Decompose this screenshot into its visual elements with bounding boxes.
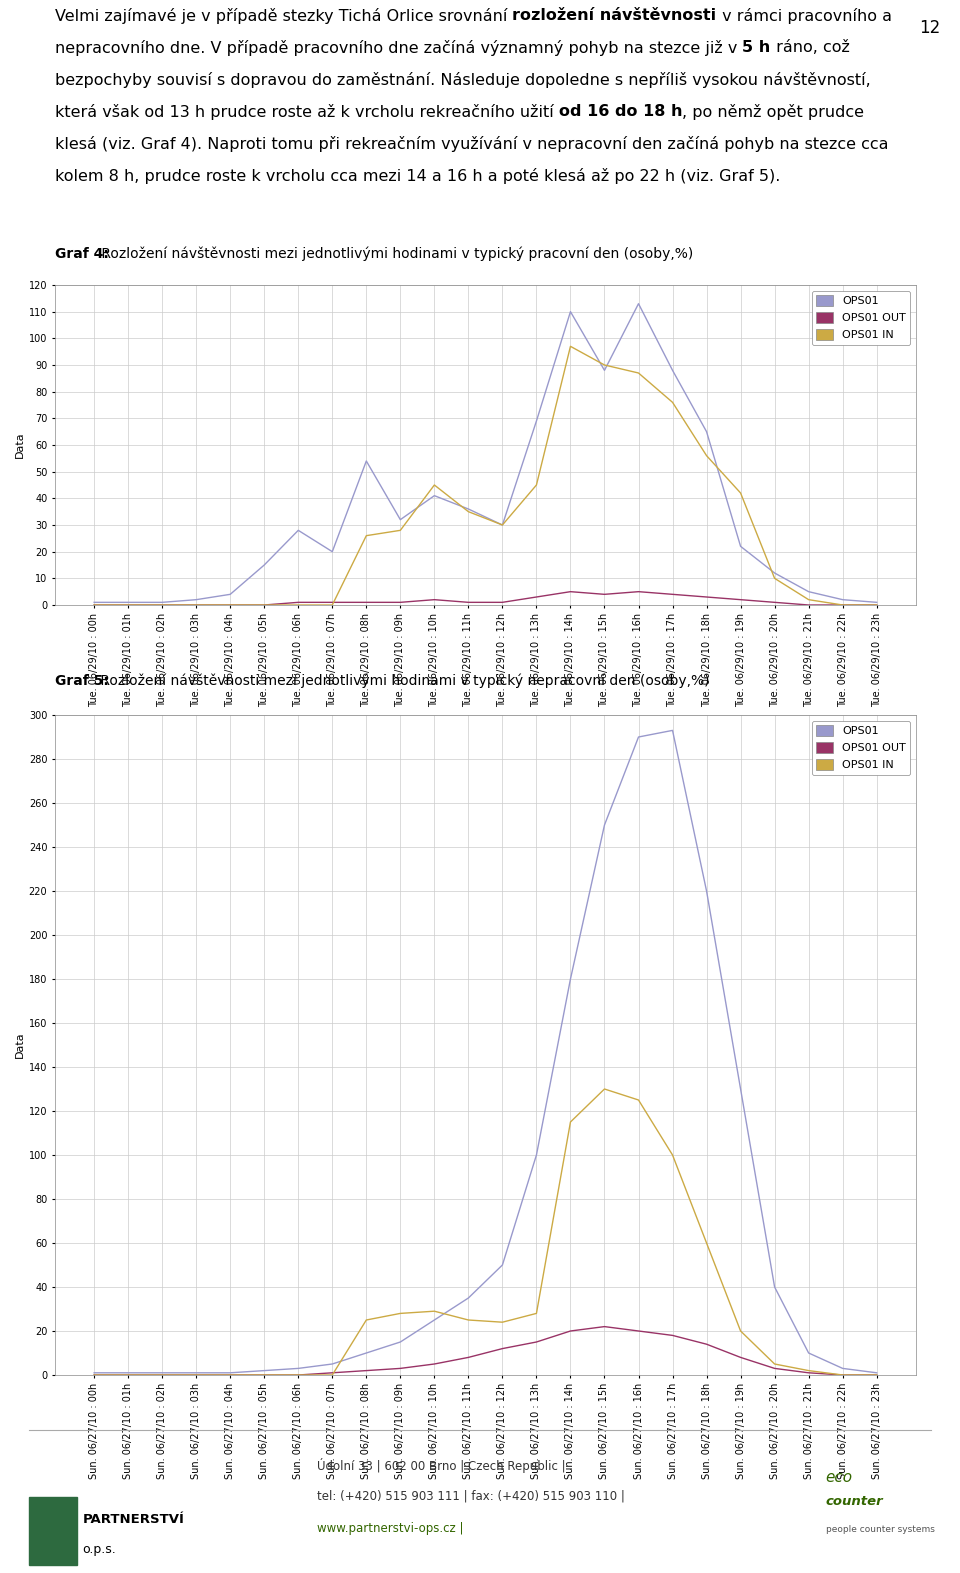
Text: counter: counter (826, 1494, 883, 1509)
Text: která však od 13 h prudce roste až k vrcholu rekreačního užití: která však od 13 h prudce roste až k vrc… (55, 104, 559, 120)
Text: eco: eco (826, 1471, 852, 1485)
Text: nepracovního dne. V případě pracovního dne začíná významný pohyb na stezce již v: nepracovního dne. V případě pracovního d… (55, 39, 742, 57)
Text: , po němž opět prudce: , po němž opět prudce (683, 104, 864, 120)
Text: o.p.s.: o.p.s. (83, 1543, 116, 1556)
Text: bezpochyby souvisí s dopravou do zaměstnání. Následuje dopoledne s nepříliš vyso: bezpochyby souvisí s dopravou do zaměstn… (55, 72, 871, 88)
Text: od 16 do 18 h: od 16 do 18 h (559, 104, 683, 120)
Text: Údolní 33 | 602 00 Brno | Czech Republic |: Údolní 33 | 602 00 Brno | Czech Republic… (317, 1458, 565, 1472)
Text: kolem 8 h, prudce roste k vrcholu cca mezi 14 a 16 h a poté klesá až po 22 h (vi: kolem 8 h, prudce roste k vrcholu cca me… (55, 168, 780, 184)
Text: 12: 12 (920, 19, 941, 36)
Text: Rozložení návštěvnosti mezi jednotlivými hodinami v typický pracovní den (osoby,: Rozložení návštěvnosti mezi jednotlivými… (97, 247, 693, 261)
Text: Graf 5:: Graf 5: (55, 673, 108, 687)
Text: 5 h: 5 h (742, 41, 771, 55)
Text: people counter systems: people counter systems (826, 1524, 934, 1534)
Text: www.partnerstvi-ops.cz |: www.partnerstvi-ops.cz | (317, 1523, 464, 1535)
FancyBboxPatch shape (29, 1497, 77, 1565)
Text: rozložení návštěvnosti: rozložení návštěvnosti (513, 8, 716, 24)
Y-axis label: Data: Data (14, 431, 25, 458)
Text: Graf 4:: Graf 4: (55, 247, 108, 261)
Text: tel: (+420) 515 903 111 | fax: (+420) 515 903 110 |: tel: (+420) 515 903 111 | fax: (+420) 51… (317, 1490, 625, 1502)
Legend: OPS01, OPS01 OUT, OPS01 IN: OPS01, OPS01 OUT, OPS01 IN (812, 291, 910, 344)
Text: v rámci pracovního a: v rámci pracovního a (716, 8, 892, 24)
Text: Velmi zajímavé je v případě stezky Tichá Orlice srovnání: Velmi zajímavé je v případě stezky Tichá… (55, 8, 513, 24)
Text: ráno, což: ráno, což (771, 41, 850, 55)
Legend: OPS01, OPS01 OUT, OPS01 IN: OPS01, OPS01 OUT, OPS01 IN (812, 720, 910, 775)
Y-axis label: Data: Data (14, 1032, 25, 1059)
Text: klesá (viz. Graf 4). Naproti tomu při rekreačním využívání v nepracovní den začí: klesá (viz. Graf 4). Naproti tomu při re… (55, 135, 889, 153)
Text: Rozložení návštěvnosti mezi jednotlivými hodinami v typický nepracovní den (osob: Rozložení návštěvnosti mezi jednotlivými… (96, 673, 709, 687)
Text: PARTNERSTVÍ: PARTNERSTVÍ (83, 1513, 184, 1526)
